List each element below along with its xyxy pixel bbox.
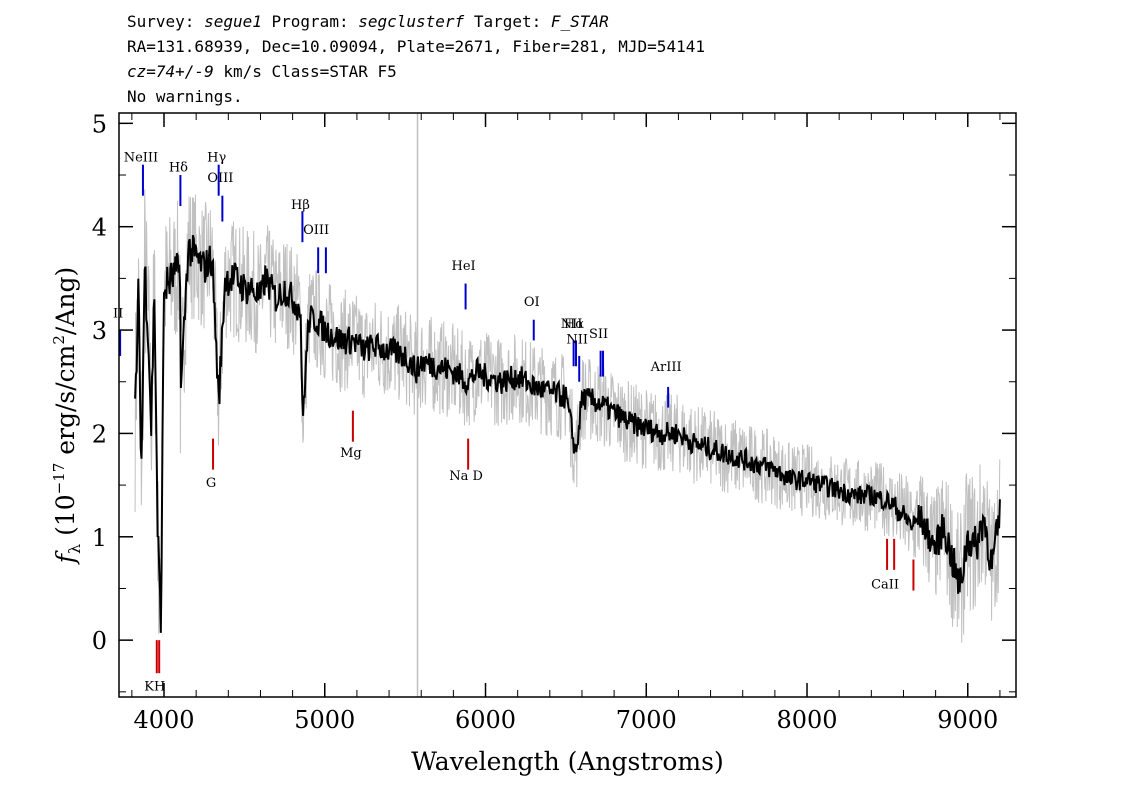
emission-line-label: II bbox=[113, 306, 123, 321]
emission-line-label: NII bbox=[561, 317, 583, 332]
header-line-3: cz=74+/-9 km/s Class=STAR F5 bbox=[127, 62, 397, 82]
x-tick-label: 6000 bbox=[455, 706, 516, 734]
y-tick-label: 4 bbox=[92, 214, 107, 242]
target-label: Target: bbox=[473, 12, 542, 31]
ticks-layer: 4000 5000 6000 7000 8000 9000 0 1 2 3 4 5 bbox=[92, 110, 1016, 734]
absorption-line-label: G bbox=[206, 476, 216, 491]
cz-value: cz=74+/-9 bbox=[127, 62, 214, 81]
program-label: Program: bbox=[271, 12, 349, 31]
y-tick-label: 2 bbox=[92, 420, 107, 448]
program-value: segclusterf bbox=[358, 12, 465, 31]
absorption-line-label: CaII bbox=[871, 577, 899, 592]
x-tick-label: 7000 bbox=[616, 706, 677, 734]
header-line-4: No warnings. bbox=[127, 87, 243, 106]
y-tick-label: 0 bbox=[92, 627, 107, 655]
survey-value: segue1 bbox=[204, 12, 262, 31]
class-text: Class=STAR F5 bbox=[271, 62, 397, 81]
emission-line-label: OIII bbox=[303, 223, 329, 238]
target-value: F_STAR bbox=[550, 12, 609, 31]
x-tick-label: 5000 bbox=[294, 706, 355, 734]
series-layer bbox=[134, 113, 1001, 697]
x-tick-label: 8000 bbox=[776, 706, 837, 734]
flux-series bbox=[134, 234, 1001, 633]
header-line-1: Survey: segue1 Program: segclusterf Targ… bbox=[127, 12, 609, 32]
absorption-line-label: KH bbox=[144, 680, 165, 695]
absorption-line-label: Mg bbox=[340, 446, 362, 461]
x-axis-title: Wavelength (Angstroms) bbox=[411, 747, 723, 776]
absorption-line-label: Na D bbox=[449, 469, 483, 484]
error-series bbox=[134, 189, 1001, 643]
y-tick-label: 1 bbox=[92, 524, 107, 552]
emission-line-label: OIII bbox=[207, 171, 233, 186]
y-tick-label: 5 bbox=[92, 110, 107, 138]
header-line-2: RA=131.68939, Dec=10.09094, Plate=2671, … bbox=[127, 37, 705, 56]
emission-line-label: ArIII bbox=[650, 360, 682, 375]
cz-unit: km/s bbox=[223, 62, 262, 81]
emission-line-label: HeI bbox=[451, 259, 475, 274]
y-tick-label: 3 bbox=[92, 317, 107, 345]
emission-line-label: NeIII bbox=[124, 150, 158, 165]
emission-line-label: SII bbox=[589, 327, 608, 342]
x-tick-label: 4000 bbox=[133, 706, 194, 734]
emission-line-label: Hβ bbox=[291, 198, 310, 213]
emission-line-label: OI bbox=[524, 295, 540, 310]
y-axis-title: fλ (10−17 erg/s/cm2/Ang) bbox=[50, 267, 84, 566]
emission-line-label: Hγ bbox=[207, 150, 226, 165]
survey-label: Survey: bbox=[127, 12, 195, 31]
emission-line-label: Hδ bbox=[169, 161, 188, 176]
emission-line-label: Hα bbox=[564, 317, 584, 332]
x-tick-label: 9000 bbox=[937, 706, 998, 734]
emission-line-label: NII bbox=[566, 332, 588, 347]
y-axis-title-text: fλ (10−17 erg/s/cm2/Ang) bbox=[50, 267, 84, 566]
plot-frame bbox=[118, 112, 1017, 698]
